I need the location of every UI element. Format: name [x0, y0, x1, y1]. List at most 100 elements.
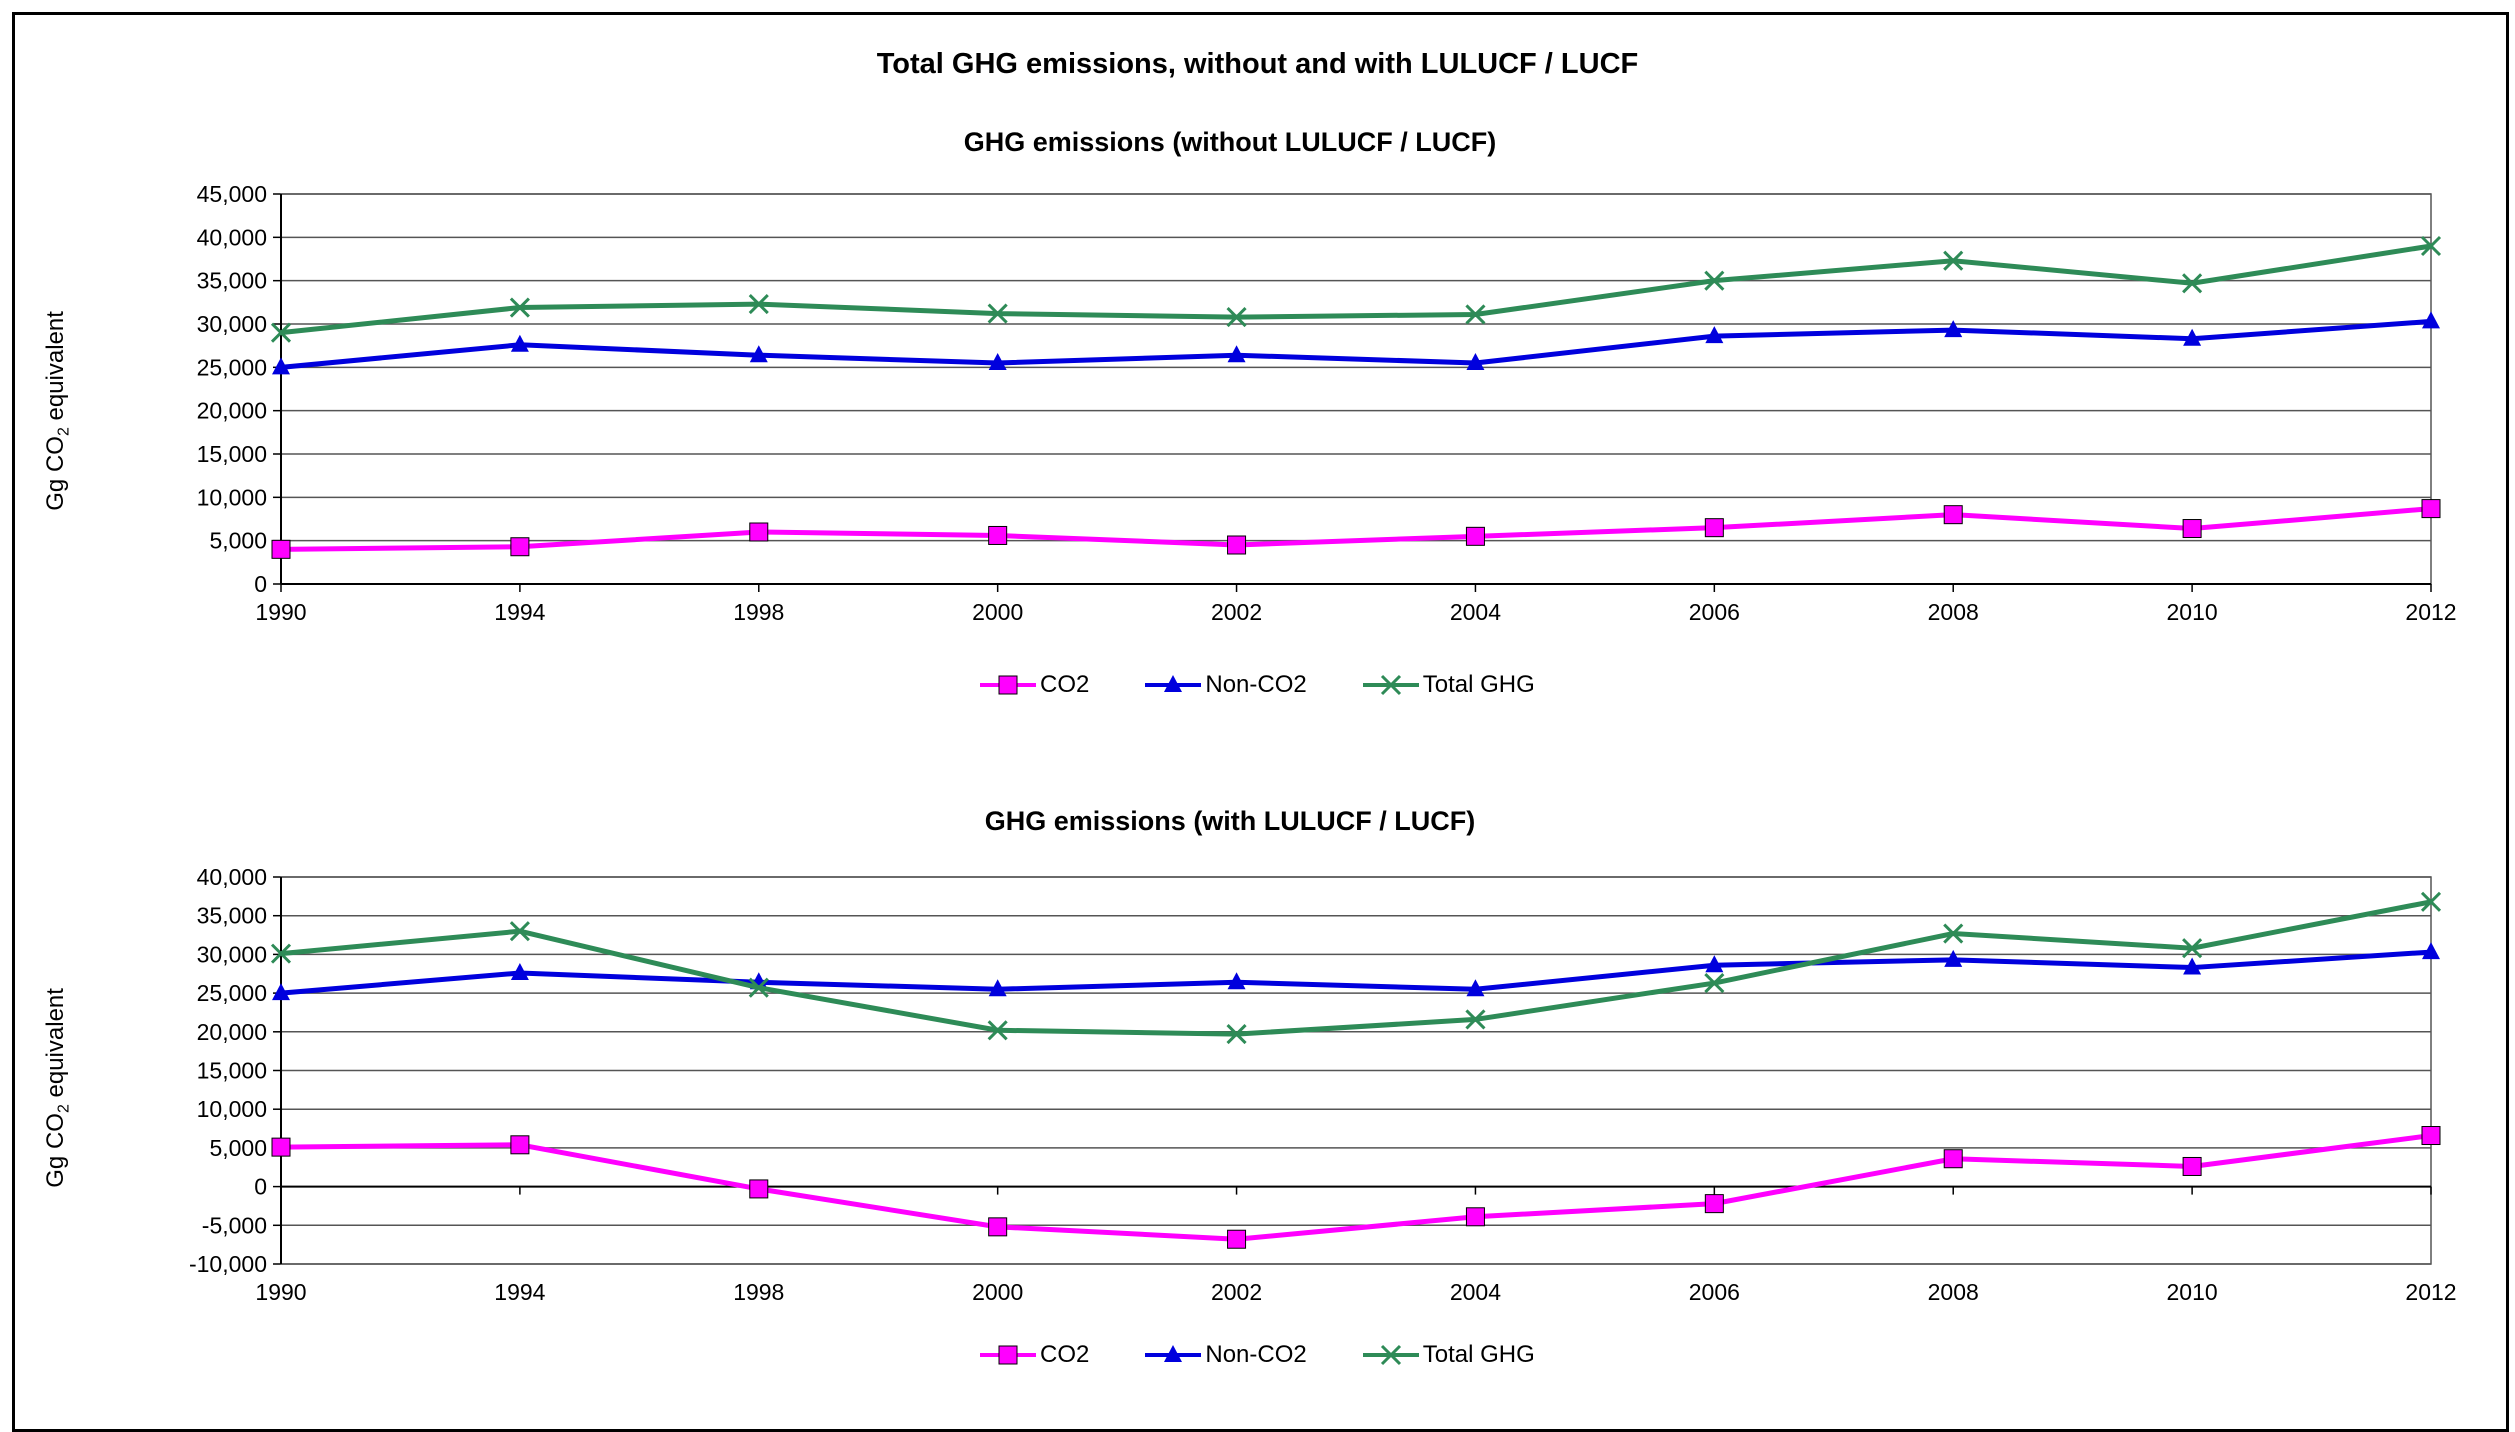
legend-marker — [1380, 674, 1401, 696]
y-tick-label: 15,000 — [197, 1058, 267, 1084]
data-point-non-co2 — [272, 983, 290, 1001]
chart2-plot: -10,000 -5,000 0 5,000 10,000 15,000 20,000 25,… — [189, 864, 2457, 1305]
y-tick-label: -10,000 — [189, 1251, 267, 1277]
x-tick-label: 2012 — [2405, 599, 2456, 625]
data-point-co2 — [2182, 519, 2202, 539]
x-tick-label: 1994 — [494, 1279, 545, 1305]
data-point-co2 — [1465, 526, 1485, 546]
series-line-co2 — [280, 1133, 2432, 1242]
data-point-non-co2 — [988, 353, 1007, 370]
data-point-non-co2 — [510, 334, 529, 352]
legend-item-total-ghg: Total GHG — [1362, 671, 1535, 699]
legend-marker — [998, 675, 1018, 695]
legend-marker — [1164, 675, 1183, 692]
data-point-co2 — [749, 522, 769, 542]
x-tick-label: 2002 — [1211, 1279, 1262, 1305]
data-point-total-ghg — [2420, 235, 2442, 257]
y-tick-label: 35,000 — [197, 268, 267, 294]
legend-swatch-non-co2 — [1145, 675, 1202, 692]
legend-label: CO2 — [1040, 1341, 1090, 1368]
data-point-co2 — [1227, 535, 1247, 555]
chart1-plot: 0 5,000 10,000 15,000 20,000 25,000 30,000 35,0… — [197, 181, 2457, 625]
x-tick-label: 2004 — [1450, 1279, 1501, 1305]
data-point-non-co2 — [988, 979, 1007, 997]
x-tick-label: 2012 — [2405, 1279, 2456, 1305]
data-point-total-ghg — [270, 322, 292, 343]
legend-item-co2: CO2 — [980, 1341, 1089, 1369]
data-point-total-ghg — [2182, 938, 2203, 959]
y-tick-label: -5,000 — [202, 1212, 267, 1238]
data-point-total-ghg — [1465, 304, 1486, 325]
data-point-co2 — [1227, 1229, 1247, 1249]
data-point-co2 — [1943, 1149, 1963, 1169]
x-tick-label: 2006 — [1689, 599, 1740, 625]
legend-swatch-total-ghg — [1362, 674, 1419, 696]
data-point-total-ghg — [1704, 972, 1725, 994]
data-point-total-ghg — [1226, 1024, 1247, 1045]
data-point-non-co2 — [1944, 949, 1963, 967]
data-point-non-co2 — [2183, 957, 2202, 975]
data-point-non-co2 — [2183, 328, 2202, 346]
data-point-total-ghg — [987, 303, 1008, 324]
chart2-title: GHG emissions (with LULUCF / LUCF) — [984, 806, 1476, 836]
x-tick-label: 2000 — [972, 1279, 1023, 1305]
legend-item-total-ghg: Total GHG — [1362, 1341, 1535, 1369]
chart1-legend: CO2 Non-CO2 Total GHG — [980, 671, 1535, 699]
x-tick-label: 1998 — [733, 1279, 784, 1305]
data-point-total-ghg — [748, 294, 769, 315]
data-point-co2 — [1704, 1194, 1724, 1214]
data-point-co2 — [1943, 505, 1963, 525]
legend-label: CO2 — [1040, 671, 1090, 698]
legend-label: Total GHG — [1422, 671, 1535, 698]
data-point-co2 — [1704, 518, 1724, 538]
legend-label: Non-CO2 — [1205, 671, 1307, 698]
y-tick-label: 25,000 — [197, 980, 267, 1006]
chart1-title: GHG emissions (without LULUCF / LUCF) — [963, 127, 1497, 157]
series-line-total-ghg — [280, 243, 2432, 336]
legend-item-co2: CO2 — [980, 671, 1089, 699]
legend-swatch-non-co2 — [1145, 1345, 1202, 1362]
data-point-total-ghg — [987, 1020, 1008, 1041]
y-tick-label: 15,000 — [197, 441, 267, 467]
data-point-non-co2 — [1944, 320, 1963, 338]
data-point-non-co2 — [1466, 353, 1485, 370]
data-point-total-ghg — [1465, 1009, 1486, 1030]
data-point-non-co2 — [272, 357, 290, 375]
y-tick-label: 35,000 — [197, 903, 267, 929]
series-line-co2 — [280, 506, 2432, 552]
data-point-co2 — [2421, 1126, 2441, 1146]
legend-marker — [1164, 1345, 1183, 1362]
y-tick-label: 20,000 — [197, 1019, 267, 1045]
data-point-non-co2 — [1705, 955, 1724, 973]
x-tick-label: 2010 — [2167, 599, 2218, 625]
data-point-total-ghg — [1226, 307, 1247, 328]
data-point-total-ghg — [1943, 923, 1964, 944]
data-point-non-co2 — [1466, 979, 1485, 997]
legend-swatch-co2 — [980, 1345, 1036, 1365]
legend-label: Non-CO2 — [1205, 1341, 1307, 1368]
data-point-co2 — [510, 1135, 530, 1155]
legend-marker — [1380, 1344, 1401, 1366]
y-tick-label: 25,000 — [197, 354, 267, 380]
data-point-co2 — [988, 525, 1008, 545]
y-tick-label: 30,000 — [197, 311, 267, 337]
x-tick-label: 1990 — [255, 599, 306, 625]
data-point-co2 — [1465, 1207, 1485, 1227]
series-line-non-co2 — [280, 318, 2432, 370]
data-point-non-co2 — [1227, 972, 1246, 990]
legend-item-non-co2: Non-CO2 — [1145, 671, 1307, 699]
x-tick-label: 2008 — [1928, 1279, 1979, 1305]
x-tick-label: 2002 — [1211, 599, 1262, 625]
y-tick-label: 45,000 — [197, 181, 267, 207]
y-tick-label: 5,000 — [209, 1135, 267, 1161]
y-tick-label: 0 — [254, 571, 267, 597]
data-point-total-ghg — [270, 943, 292, 964]
x-tick-label: 1994 — [494, 599, 545, 625]
x-tick-label: 2006 — [1689, 1279, 1740, 1305]
data-point-co2 — [988, 1217, 1008, 1237]
y-tick-label: 20,000 — [197, 398, 267, 424]
x-tick-label: 2000 — [972, 599, 1023, 625]
data-point-non-co2 — [2422, 311, 2440, 329]
legend-swatch-total-ghg — [1362, 1344, 1419, 1366]
